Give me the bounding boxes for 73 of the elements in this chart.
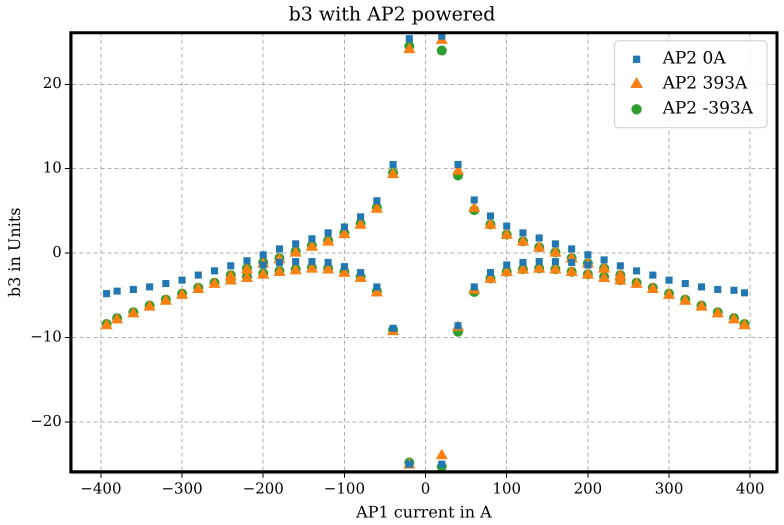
point (600, 256, 608, 264)
point (584, 251, 592, 258)
point (194, 272, 202, 279)
point (324, 229, 332, 236)
point (340, 223, 348, 231)
point (616, 262, 624, 270)
point (243, 257, 251, 264)
point (714, 286, 722, 293)
point (666, 276, 673, 284)
point (552, 258, 559, 266)
point (210, 267, 218, 274)
point (486, 212, 494, 220)
point (324, 258, 332, 266)
y-tick-label: −20 (30, 412, 62, 430)
legend-label: AP2 -393A (662, 98, 754, 119)
point (470, 196, 478, 204)
point (698, 283, 706, 290)
point (292, 240, 300, 248)
point (633, 267, 640, 274)
x-tick-label: 200 (574, 480, 602, 498)
y-axis-title: b3 in Units (4, 208, 24, 298)
point (276, 245, 283, 252)
point (260, 251, 267, 258)
point (114, 288, 121, 295)
point (536, 258, 543, 266)
legend-label: AP2 0A (662, 48, 726, 69)
point (146, 283, 154, 290)
point (519, 258, 526, 266)
point (227, 262, 234, 270)
point (682, 280, 689, 288)
point (730, 286, 738, 294)
point (162, 280, 170, 288)
x-tick-label: −200 (242, 480, 284, 498)
x-tick-label: −300 (161, 480, 203, 498)
point (308, 235, 316, 242)
point (406, 35, 413, 42)
point (276, 258, 283, 266)
point (741, 289, 748, 296)
x-tick-label: 0 (420, 480, 430, 498)
point (103, 290, 110, 298)
point (536, 234, 543, 242)
y-tick-label: 20 (42, 74, 62, 92)
point (438, 460, 446, 468)
y-tick-label: 0 (52, 243, 62, 262)
x-tick-label: −100 (324, 480, 365, 498)
point (649, 272, 656, 279)
point (357, 213, 364, 220)
y-tick-label: 10 (42, 158, 62, 177)
point (373, 283, 380, 290)
y-tick-label: −10 (30, 327, 62, 346)
point (373, 197, 380, 204)
point (503, 261, 510, 268)
point (552, 240, 559, 248)
point (390, 160, 397, 168)
legend-label: AP2 393A (662, 74, 748, 94)
point (519, 229, 526, 236)
x-tick-label: 300 (654, 480, 684, 498)
point (568, 258, 576, 266)
point (486, 269, 494, 276)
point (178, 276, 186, 284)
point (454, 160, 462, 168)
point (340, 263, 348, 270)
x-tick-label: 100 (492, 480, 522, 498)
point (503, 222, 510, 230)
x-tick-label: 400 (736, 480, 765, 498)
x-tick-label: −400 (80, 480, 122, 498)
x-axis-title: AP1 current in A (355, 502, 492, 522)
point (292, 258, 300, 266)
point (308, 258, 316, 266)
point (130, 286, 137, 293)
point (568, 245, 576, 252)
chart-title: b3 with AP2 powered (288, 3, 496, 26)
point (357, 269, 364, 276)
